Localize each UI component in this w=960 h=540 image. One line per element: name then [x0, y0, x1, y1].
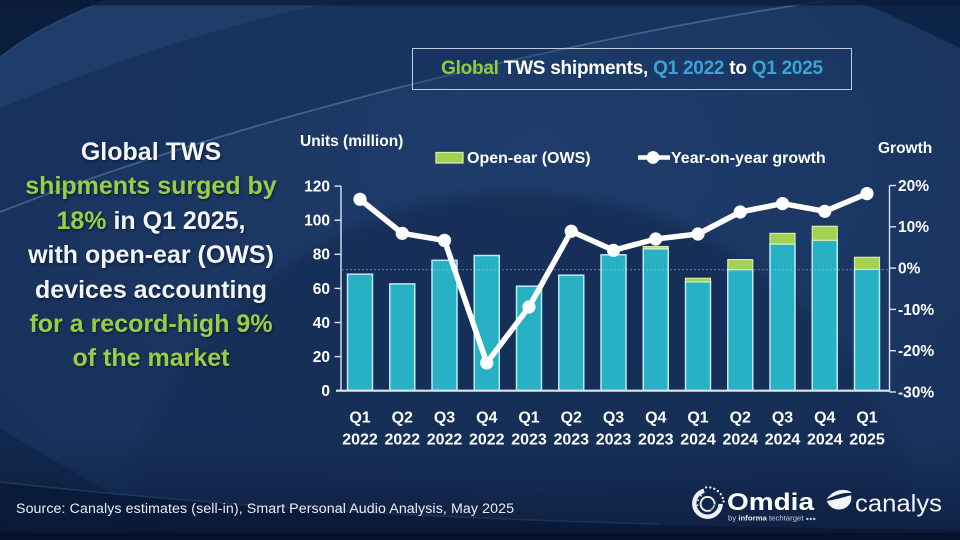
svg-text:2023: 2023 [553, 432, 589, 449]
svg-text:2023: 2023 [596, 432, 632, 449]
svg-text:2022: 2022 [342, 432, 378, 449]
svg-text:canalys: canalys [855, 491, 942, 518]
svg-text:Q2: Q2 [392, 410, 413, 427]
svg-text:2022: 2022 [469, 432, 505, 449]
svg-text:2024: 2024 [765, 432, 801, 449]
svg-text:-20%: -20% [898, 343, 934, 360]
svg-text:Q2: Q2 [561, 410, 582, 427]
svg-text:2025: 2025 [849, 432, 885, 449]
svg-text:Year-on-year growth: Year-on-year growth [671, 150, 826, 167]
svg-text:Q3: Q3 [434, 410, 455, 427]
svg-text:Q2: Q2 [730, 410, 751, 427]
svg-text:Omdia: Omdia [727, 489, 814, 516]
svg-text:Q1: Q1 [349, 410, 370, 427]
svg-text:2024: 2024 [722, 432, 758, 449]
svg-text:Q4: Q4 [814, 410, 835, 427]
svg-text:2024: 2024 [807, 432, 843, 449]
svg-text:Open-ear (OWS): Open-ear (OWS) [467, 150, 591, 167]
svg-text:80: 80 [313, 247, 330, 264]
svg-text:-30%: -30% [898, 385, 934, 402]
svg-text:Growth: Growth [878, 140, 932, 157]
svg-text:100: 100 [304, 213, 330, 230]
svg-text:by informa techtarget ●●●: by informa techtarget ●●● [728, 514, 816, 523]
svg-text:10%: 10% [898, 219, 929, 236]
svg-text:20%: 20% [898, 178, 929, 195]
svg-text:Q3: Q3 [772, 410, 793, 427]
svg-text:Q4: Q4 [476, 410, 497, 427]
svg-text:2023: 2023 [511, 432, 547, 449]
svg-text:2022: 2022 [427, 432, 463, 449]
svg-text:Units (million): Units (million) [300, 133, 403, 150]
svg-text:0%: 0% [898, 261, 921, 278]
svg-text:Q1: Q1 [687, 410, 708, 427]
svg-text:120: 120 [304, 179, 330, 196]
svg-text:Q1: Q1 [518, 410, 539, 427]
svg-text:Q1: Q1 [856, 410, 877, 427]
svg-text:2023: 2023 [638, 432, 674, 449]
svg-text:40: 40 [313, 315, 330, 332]
svg-text:2024: 2024 [680, 432, 716, 449]
svg-text:Q3: Q3 [603, 410, 624, 427]
svg-text:60: 60 [313, 281, 330, 298]
svg-text:0: 0 [321, 383, 330, 400]
svg-text:2022: 2022 [384, 432, 420, 449]
svg-text:-10%: -10% [898, 302, 934, 319]
svg-text:Q4: Q4 [645, 410, 666, 427]
svg-text:20: 20 [313, 349, 330, 366]
